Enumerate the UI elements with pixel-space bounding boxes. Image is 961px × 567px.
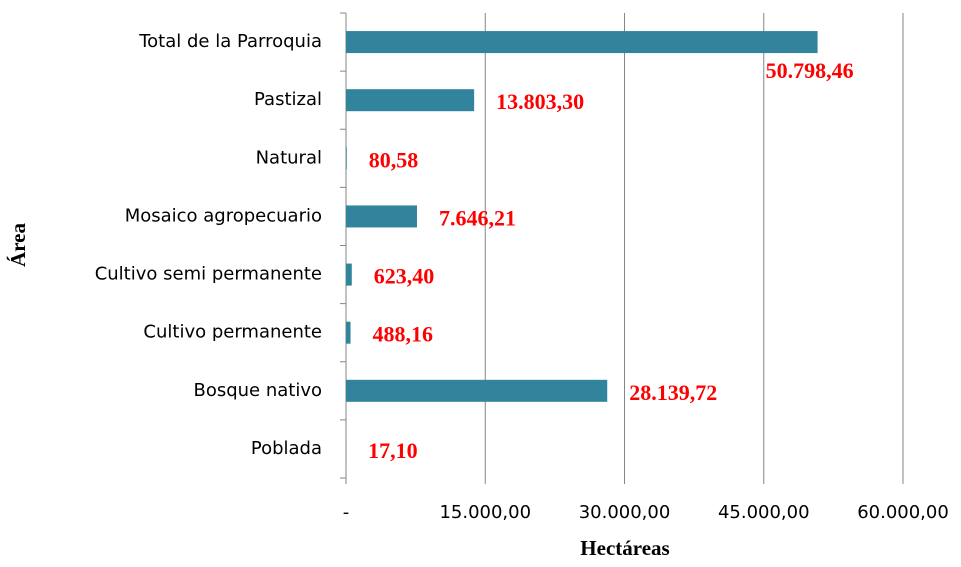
- bar: [346, 322, 351, 344]
- x-tick-label: -: [343, 502, 350, 523]
- y-tick-label: Poblada: [251, 438, 322, 459]
- value-label: 7.646,21: [439, 205, 516, 230]
- x-tick-label: 45.000,00: [718, 502, 810, 523]
- bar: [346, 264, 352, 286]
- x-axis-title: Hectáreas: [580, 536, 669, 560]
- value-label: 80,58: [369, 147, 419, 172]
- value-label: 50.798,46: [766, 58, 854, 83]
- x-tick-label: 60.000,00: [857, 502, 949, 523]
- bar: [346, 147, 347, 169]
- x-tick-label: 15.000,00: [439, 502, 531, 523]
- value-label: 623,40: [374, 264, 435, 289]
- bar: [346, 380, 607, 402]
- y-axis-title: Área: [6, 223, 30, 267]
- bar: [346, 31, 818, 53]
- x-tick-label: 30.000,00: [579, 502, 671, 523]
- value-label: 13.803,30: [496, 89, 584, 114]
- bar: [346, 205, 417, 227]
- y-tick-label: Bosque nativo: [193, 380, 322, 401]
- y-tick-label: Cultivo permanente: [143, 322, 322, 343]
- value-label: 488,16: [373, 322, 434, 347]
- y-tick-label: Pastizal: [254, 89, 322, 110]
- y-tick-label: Mosaico agropecuario: [125, 205, 322, 226]
- y-tick-label: Cultivo semi permanente: [95, 264, 322, 285]
- y-tick-label: Natural: [256, 147, 322, 168]
- y-tick-label: Total de la Parroquia: [138, 31, 322, 52]
- value-label: 17,10: [368, 438, 418, 463]
- bar: [346, 89, 474, 111]
- value-label: 28.139,72: [629, 380, 717, 405]
